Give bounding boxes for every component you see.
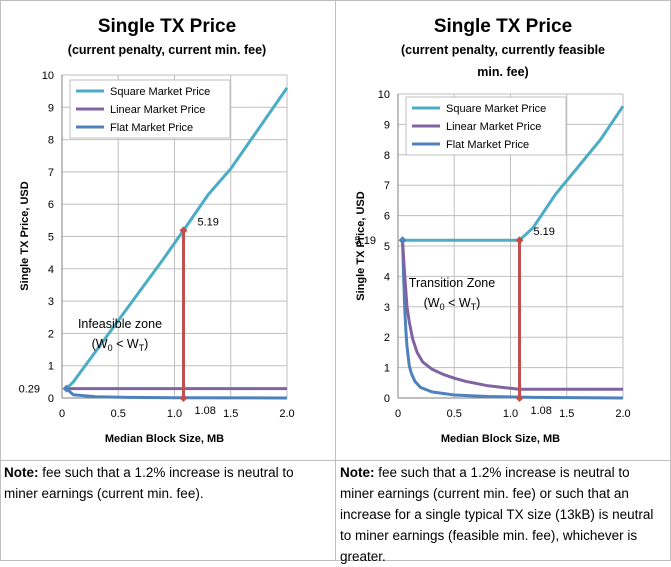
y-tick-label: 6 bbox=[48, 199, 54, 211]
x-tick-label: 0 bbox=[395, 408, 401, 420]
y-tick-label: 1 bbox=[384, 363, 390, 375]
y-tick-label: 6 bbox=[384, 211, 390, 223]
zone-label: Transition Zone bbox=[409, 276, 495, 290]
marker-point-top bbox=[515, 236, 524, 245]
y-tick-label: 3 bbox=[384, 302, 390, 314]
y-axis-label: Single TX Price, USD bbox=[355, 191, 367, 300]
legend-entry: Square Market Price bbox=[446, 103, 546, 115]
y-tick-label: 2 bbox=[48, 328, 54, 340]
series-line-square-market-price bbox=[65, 87, 289, 390]
zone-formula-text: (W bbox=[424, 296, 440, 310]
marker-y-label: 5.19 bbox=[198, 216, 219, 228]
y-tick-label: 4 bbox=[48, 264, 54, 276]
note-label: Note: bbox=[340, 465, 375, 480]
y-tick-label: 1 bbox=[48, 361, 54, 373]
legend-entry: Linear Market Price bbox=[110, 104, 205, 116]
y-tick-label: 10 bbox=[42, 70, 54, 82]
series-line-flat-market-price bbox=[401, 240, 624, 400]
annotation-point bbox=[398, 236, 407, 245]
marker-x-label: 1.08 bbox=[195, 405, 216, 417]
y-tick-label: 0 bbox=[384, 393, 390, 405]
zone-formula: (W0 < WT) bbox=[424, 296, 481, 312]
y-tick-label: 3 bbox=[48, 296, 54, 308]
y-tick-label: 8 bbox=[384, 150, 390, 162]
y-tick-label: 9 bbox=[48, 102, 54, 114]
series-line-flat-market-price bbox=[65, 387, 288, 400]
chart-title: Single TX Price bbox=[98, 16, 236, 37]
legend-entry: Linear Market Price bbox=[446, 121, 541, 133]
chart-title: Single TX Price bbox=[434, 16, 572, 37]
y-axis-label: Single TX Price, USD bbox=[19, 181, 31, 290]
legend-entry: Square Market Price bbox=[110, 86, 210, 98]
y-annotation-label: 0.29 bbox=[19, 384, 40, 396]
zone-formula-text: < W bbox=[113, 337, 139, 351]
x-tick-label: 2.0 bbox=[615, 408, 630, 420]
legend-entry: Flat Market Price bbox=[110, 122, 193, 134]
zone-formula-text: < W bbox=[445, 296, 471, 310]
y-tick-label: 8 bbox=[48, 135, 54, 147]
x-tick-label: 1.5 bbox=[223, 408, 238, 420]
y-tick-label: 2 bbox=[384, 332, 390, 344]
x-tick-label: 1.5 bbox=[559, 408, 574, 420]
y-annotation-label: 5.19 bbox=[355, 235, 376, 247]
y-tick-label: 4 bbox=[384, 271, 390, 283]
legend-entry: Flat Market Price bbox=[446, 139, 529, 151]
y-tick-label: 5 bbox=[48, 232, 54, 244]
chart-subtitle: min. fee) bbox=[477, 65, 528, 79]
y-tick-label: 0 bbox=[48, 393, 54, 405]
marker-point-bottom bbox=[179, 394, 188, 402]
zone-formula: (W0 < WT) bbox=[92, 337, 149, 353]
note-label: Note: bbox=[4, 465, 39, 480]
chart-left: Single TX Price (current penalty, current… bbox=[19, 16, 295, 445]
zone-formula-subscript: T bbox=[139, 343, 145, 353]
marker-x-label: 1.08 bbox=[531, 405, 552, 417]
x-axis-label: Median Block Size, MB bbox=[441, 433, 560, 445]
zone-formula-subscript: T bbox=[471, 302, 477, 312]
note-text: fee such that a 1.2% increase is neutral… bbox=[4, 465, 294, 501]
x-tick-label: 0 bbox=[59, 408, 65, 420]
marker-point-bottom bbox=[515, 394, 524, 402]
chart-subtitle: (current penalty, current min. fee) bbox=[68, 43, 266, 57]
zone-formula-text: ) bbox=[144, 337, 148, 351]
series-line-linear-market-price bbox=[401, 240, 623, 391]
y-tick-label: 7 bbox=[384, 180, 390, 192]
note-text: fee such that a 1.2% increase is neutral… bbox=[340, 465, 654, 564]
y-tick-label: 9 bbox=[384, 119, 390, 131]
x-tick-label: 1.0 bbox=[503, 408, 518, 420]
annotation-point bbox=[62, 384, 71, 393]
x-tick-label: 0.5 bbox=[447, 408, 462, 420]
marker-point-top bbox=[179, 226, 188, 235]
y-tick-label: 7 bbox=[48, 167, 54, 179]
x-tick-label: 0.5 bbox=[111, 408, 126, 420]
y-tick-label: 5 bbox=[384, 241, 390, 253]
marker-y-label: 5.19 bbox=[534, 226, 555, 238]
zone-label: Infeasible zone bbox=[78, 317, 162, 331]
x-tick-label: 2.0 bbox=[279, 408, 294, 420]
zone-formula-text: ) bbox=[476, 296, 480, 310]
zone-formula-subscript: 0 bbox=[108, 343, 113, 353]
y-tick-label: 10 bbox=[378, 89, 390, 101]
zone-formula-text: (W bbox=[92, 337, 108, 351]
note-left: Note: fee such that a 1.2% increase is n… bbox=[4, 462, 330, 504]
note-right: Note: fee such that a 1.2% increase is n… bbox=[340, 462, 666, 567]
zone-formula-subscript: 0 bbox=[440, 302, 445, 312]
chart-subtitle: (current penalty, currently feasible bbox=[401, 43, 605, 57]
x-tick-label: 1.0 bbox=[167, 408, 182, 420]
x-axis-label: Median Block Size, MB bbox=[105, 433, 224, 445]
chart-right: Single TX Price (current penalty, current… bbox=[355, 16, 631, 445]
